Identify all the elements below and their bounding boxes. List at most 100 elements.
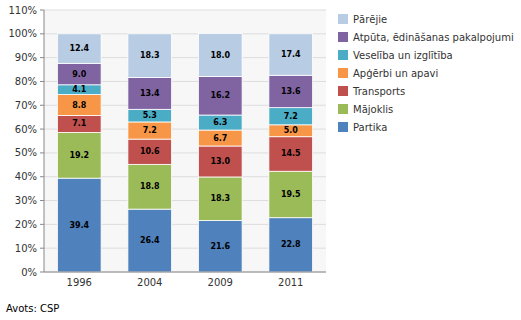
y-tick: [40, 152, 44, 153]
data-label: 5.0: [284, 126, 299, 135]
y-tick: [40, 176, 44, 177]
bar-segment: [57, 63, 101, 84]
grid-line: [44, 272, 326, 273]
legend-label: Mājoklis: [353, 104, 393, 115]
bars: [57, 34, 312, 272]
x-tick-label: 2004: [137, 277, 162, 288]
bar-segment: [128, 209, 172, 272]
data-label: 9.0: [72, 70, 87, 79]
data-label: 18.3: [210, 194, 230, 203]
legend-label: Atpūta, ēdināšanas pakalpojumi: [353, 32, 514, 43]
bar-segment: [128, 77, 172, 109]
data-label: 18.8: [140, 182, 160, 191]
y-tick-label: 40%: [15, 171, 37, 182]
legend-label: Transports: [352, 86, 405, 97]
data-labels: 39.4 26.4 21.6 22.8 19.2 18.8 18.3 19.5 7.1 10.6 1…: [69, 44, 301, 251]
legend-label: Partika: [353, 122, 387, 133]
data-label: 6.7: [213, 134, 227, 143]
data-label: 17.4: [281, 50, 301, 59]
y-tick-label: 10%: [15, 243, 37, 254]
y-tick-label: 50%: [15, 147, 37, 158]
y-tick-label: 60%: [15, 124, 37, 135]
legend-label: Veselība un izglītība: [353, 50, 453, 61]
y-tick: [40, 81, 44, 82]
legend-swatch: [338, 50, 348, 60]
bar-segment: [57, 95, 101, 116]
bar-segment: [269, 75, 313, 107]
legend-swatch: [338, 86, 348, 96]
bar-segment: [198, 76, 242, 115]
legend-swatch: [338, 32, 348, 42]
y-tick: [40, 10, 44, 11]
data-label: 13.6: [281, 87, 301, 96]
data-label: 21.6: [210, 242, 230, 251]
bar-segment: [198, 146, 242, 177]
y-tick: [40, 224, 44, 225]
bar-segment: [269, 34, 313, 75]
bar-segment: [57, 178, 101, 272]
chart: 0%10%20%30%40%50%60%70%80%90%100%110%39.…: [0, 0, 521, 320]
bar-segment: [128, 164, 172, 209]
data-label: 22.8: [281, 240, 301, 249]
bar-segment: [198, 221, 242, 272]
bar-segment: [269, 125, 313, 137]
y-tick: [40, 272, 44, 273]
bar-segment: [128, 109, 172, 122]
y-tick: [40, 248, 44, 249]
data-label: 39.4: [69, 221, 89, 230]
data-label: 12.4: [69, 44, 89, 53]
y-tick-label: 70%: [15, 100, 37, 111]
bar-segment: [57, 85, 101, 95]
y-tick: [40, 129, 44, 130]
data-label: 7.1: [72, 119, 87, 128]
source: Avots: CSP: [6, 303, 59, 314]
grid-line: [44, 10, 326, 11]
legend-swatch: [338, 14, 348, 24]
y-tick-label: 110%: [8, 5, 37, 16]
grid: [44, 10, 326, 272]
data-label: 26.4: [140, 236, 160, 245]
data-label: 10.6: [140, 147, 160, 156]
data-label: 7.2: [284, 112, 298, 121]
y-tick-label: 20%: [15, 219, 37, 230]
legend-label: Apģērbi un apavi: [353, 68, 438, 79]
data-label: 5.3: [143, 111, 157, 120]
y-tick: [40, 105, 44, 106]
legend-swatch: [338, 104, 348, 114]
data-label: 8.8: [72, 101, 87, 110]
y-tick-label: 90%: [15, 52, 37, 63]
x-axis: [44, 272, 326, 273]
bar-segment: [57, 34, 101, 64]
bar-segment: [128, 139, 172, 164]
legend-label: Pārējie: [353, 14, 387, 25]
legend: Pārējie Atpūta, ēdināšanas pakalpojumi Ves…: [338, 14, 514, 133]
data-label: 4.1: [72, 85, 87, 94]
bar-segment: [269, 218, 313, 272]
plot-background: [44, 10, 326, 272]
x-tick-label: 2011: [278, 277, 303, 288]
legend-swatch: [338, 122, 348, 132]
data-label: 13.0: [210, 157, 230, 166]
bar-segment: [198, 177, 242, 221]
data-label: 6.3: [213, 118, 227, 127]
data-label: 18.0: [210, 51, 230, 60]
data-label: 13.4: [140, 89, 160, 98]
legend-swatch: [338, 68, 348, 78]
x-tick-label: 2009: [208, 277, 233, 288]
y-tick: [40, 33, 44, 34]
bar-segment: [198, 34, 242, 77]
bar-segment: [198, 130, 242, 146]
y-tick-label: 0%: [21, 267, 37, 278]
data-label: 7.2: [143, 126, 157, 135]
bar-segment: [128, 34, 172, 78]
bar-segment: [269, 108, 313, 125]
y-tick-label: 80%: [15, 76, 37, 87]
y-tick-label: 100%: [8, 28, 37, 39]
data-label: 19.2: [69, 151, 89, 160]
data-label: 18.3: [140, 51, 160, 60]
data-label: 19.5: [281, 190, 301, 199]
data-label: 16.2: [210, 91, 230, 100]
y-axis: [44, 10, 45, 272]
bar-segment: [57, 116, 101, 133]
bar-segment: [57, 132, 101, 178]
